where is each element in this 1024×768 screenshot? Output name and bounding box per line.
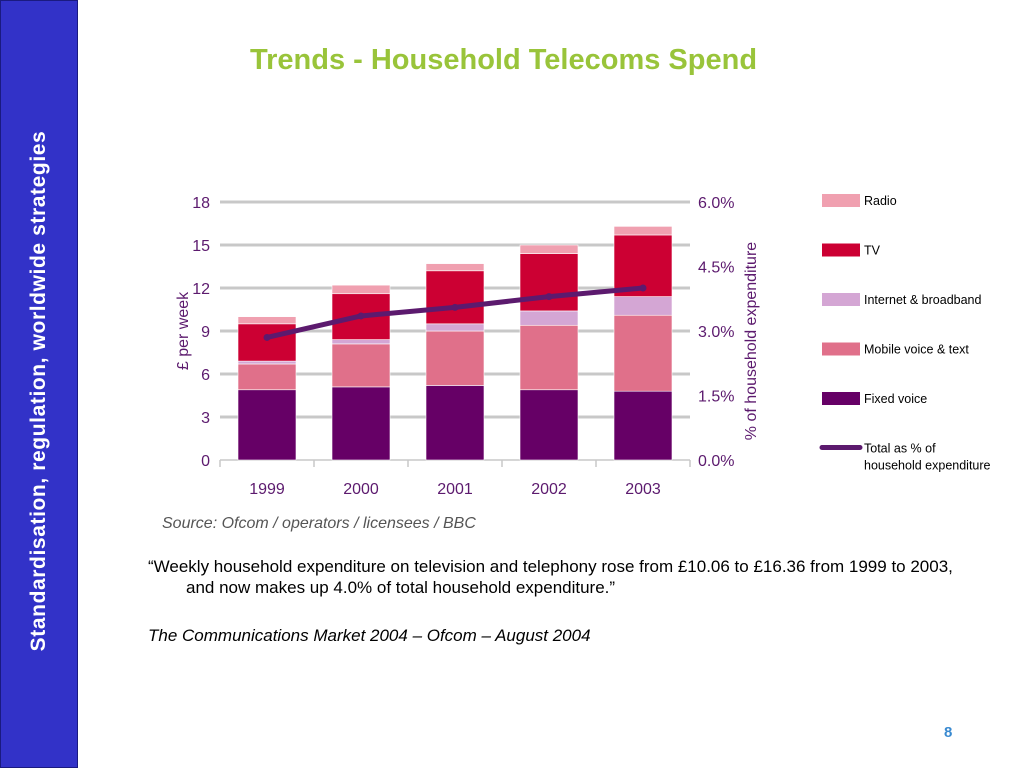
legend-label: Internet & broadband [864, 293, 981, 307]
x-tick-label: 2000 [343, 481, 379, 498]
legend-swatch [822, 392, 860, 405]
bar-segment [237, 360, 297, 365]
bar-segment [425, 330, 485, 386]
bar-segment [237, 389, 297, 461]
y-tick-label: 0 [201, 453, 210, 470]
y2-tick-label: 3.0% [698, 324, 734, 341]
y2-tick-label: 4.5% [698, 260, 734, 277]
page-number: 8 [944, 724, 953, 741]
bar-segment [425, 263, 485, 272]
y-tick-label: 3 [201, 410, 210, 427]
bar-segment [237, 363, 297, 391]
source-note: Source: Ofcom / operators / licensees / … [162, 515, 476, 532]
bar-segment [613, 390, 673, 461]
quote-text: “Weekly household expenditure on televis… [148, 557, 953, 597]
line-point [451, 303, 459, 311]
x-tick-label: 1999 [249, 481, 285, 498]
bar-segment [425, 270, 485, 325]
legend-label: TV [864, 244, 881, 258]
bar-segment [331, 343, 391, 388]
bar-segment [331, 386, 391, 461]
bar-segment [519, 253, 579, 312]
y2-tick-label: 6.0% [698, 195, 734, 212]
bar-segment [331, 339, 391, 345]
line-point [545, 293, 553, 301]
legend-label: Mobile voice & text [864, 343, 969, 357]
bar-segment [613, 296, 673, 316]
bar-segment [237, 323, 297, 362]
bar-segment [519, 324, 579, 391]
y-tick-label: 6 [201, 367, 210, 384]
line-point [357, 312, 365, 320]
chart: 0 3 6 9 12 15 18 0.0% 1.5% 3.0% 4.5% 6.0% 1999 2000 20… [162, 194, 991, 532]
sidebar: Standardisation, regulation, worldwide s… [0, 0, 78, 768]
legend-swatch [822, 243, 860, 257]
bar-segment [237, 316, 297, 325]
legend-label: Total as % of household expenditure [864, 442, 991, 473]
bar-segment [425, 385, 485, 461]
bar-segment [519, 244, 579, 254]
x-tick-label: 2001 [437, 481, 473, 498]
bar-segment [519, 310, 579, 326]
legend-label: Fixed voice [864, 392, 927, 406]
bar-segment [331, 284, 391, 295]
legend-swatch [822, 342, 860, 356]
line-point [639, 284, 647, 292]
slide-title: Trends - Household Telecoms Spend [250, 44, 758, 76]
bar-segment [425, 323, 485, 332]
legend-swatch [822, 194, 860, 207]
legend-label: Radio [864, 194, 897, 208]
bar-segment [519, 389, 579, 461]
y2-axis-label: % of household expenditure [743, 242, 760, 440]
y2-tick-label: 1.5% [698, 389, 734, 406]
y-axis-label: £ per week [175, 291, 192, 370]
line-point [263, 333, 271, 341]
y-tick-label: 9 [201, 324, 210, 341]
bar-segment [613, 226, 673, 236]
bar-segment [613, 314, 673, 392]
citation: The Communications Market 2004 – Ofcom –… [148, 626, 591, 645]
y-tick-label: 15 [192, 238, 210, 255]
quote-block: “Weekly household expenditure on televis… [148, 556, 968, 598]
x-tick-label: 2003 [625, 481, 661, 498]
y-tick-label: 18 [192, 195, 210, 212]
y2-tick-label: 0.0% [698, 453, 734, 470]
x-tick-label: 2002 [531, 481, 567, 498]
legend-swatch [822, 293, 860, 306]
sidebar-title: Standardisation, regulation, worldwide s… [27, 130, 50, 652]
y-tick-label: 12 [192, 281, 210, 298]
